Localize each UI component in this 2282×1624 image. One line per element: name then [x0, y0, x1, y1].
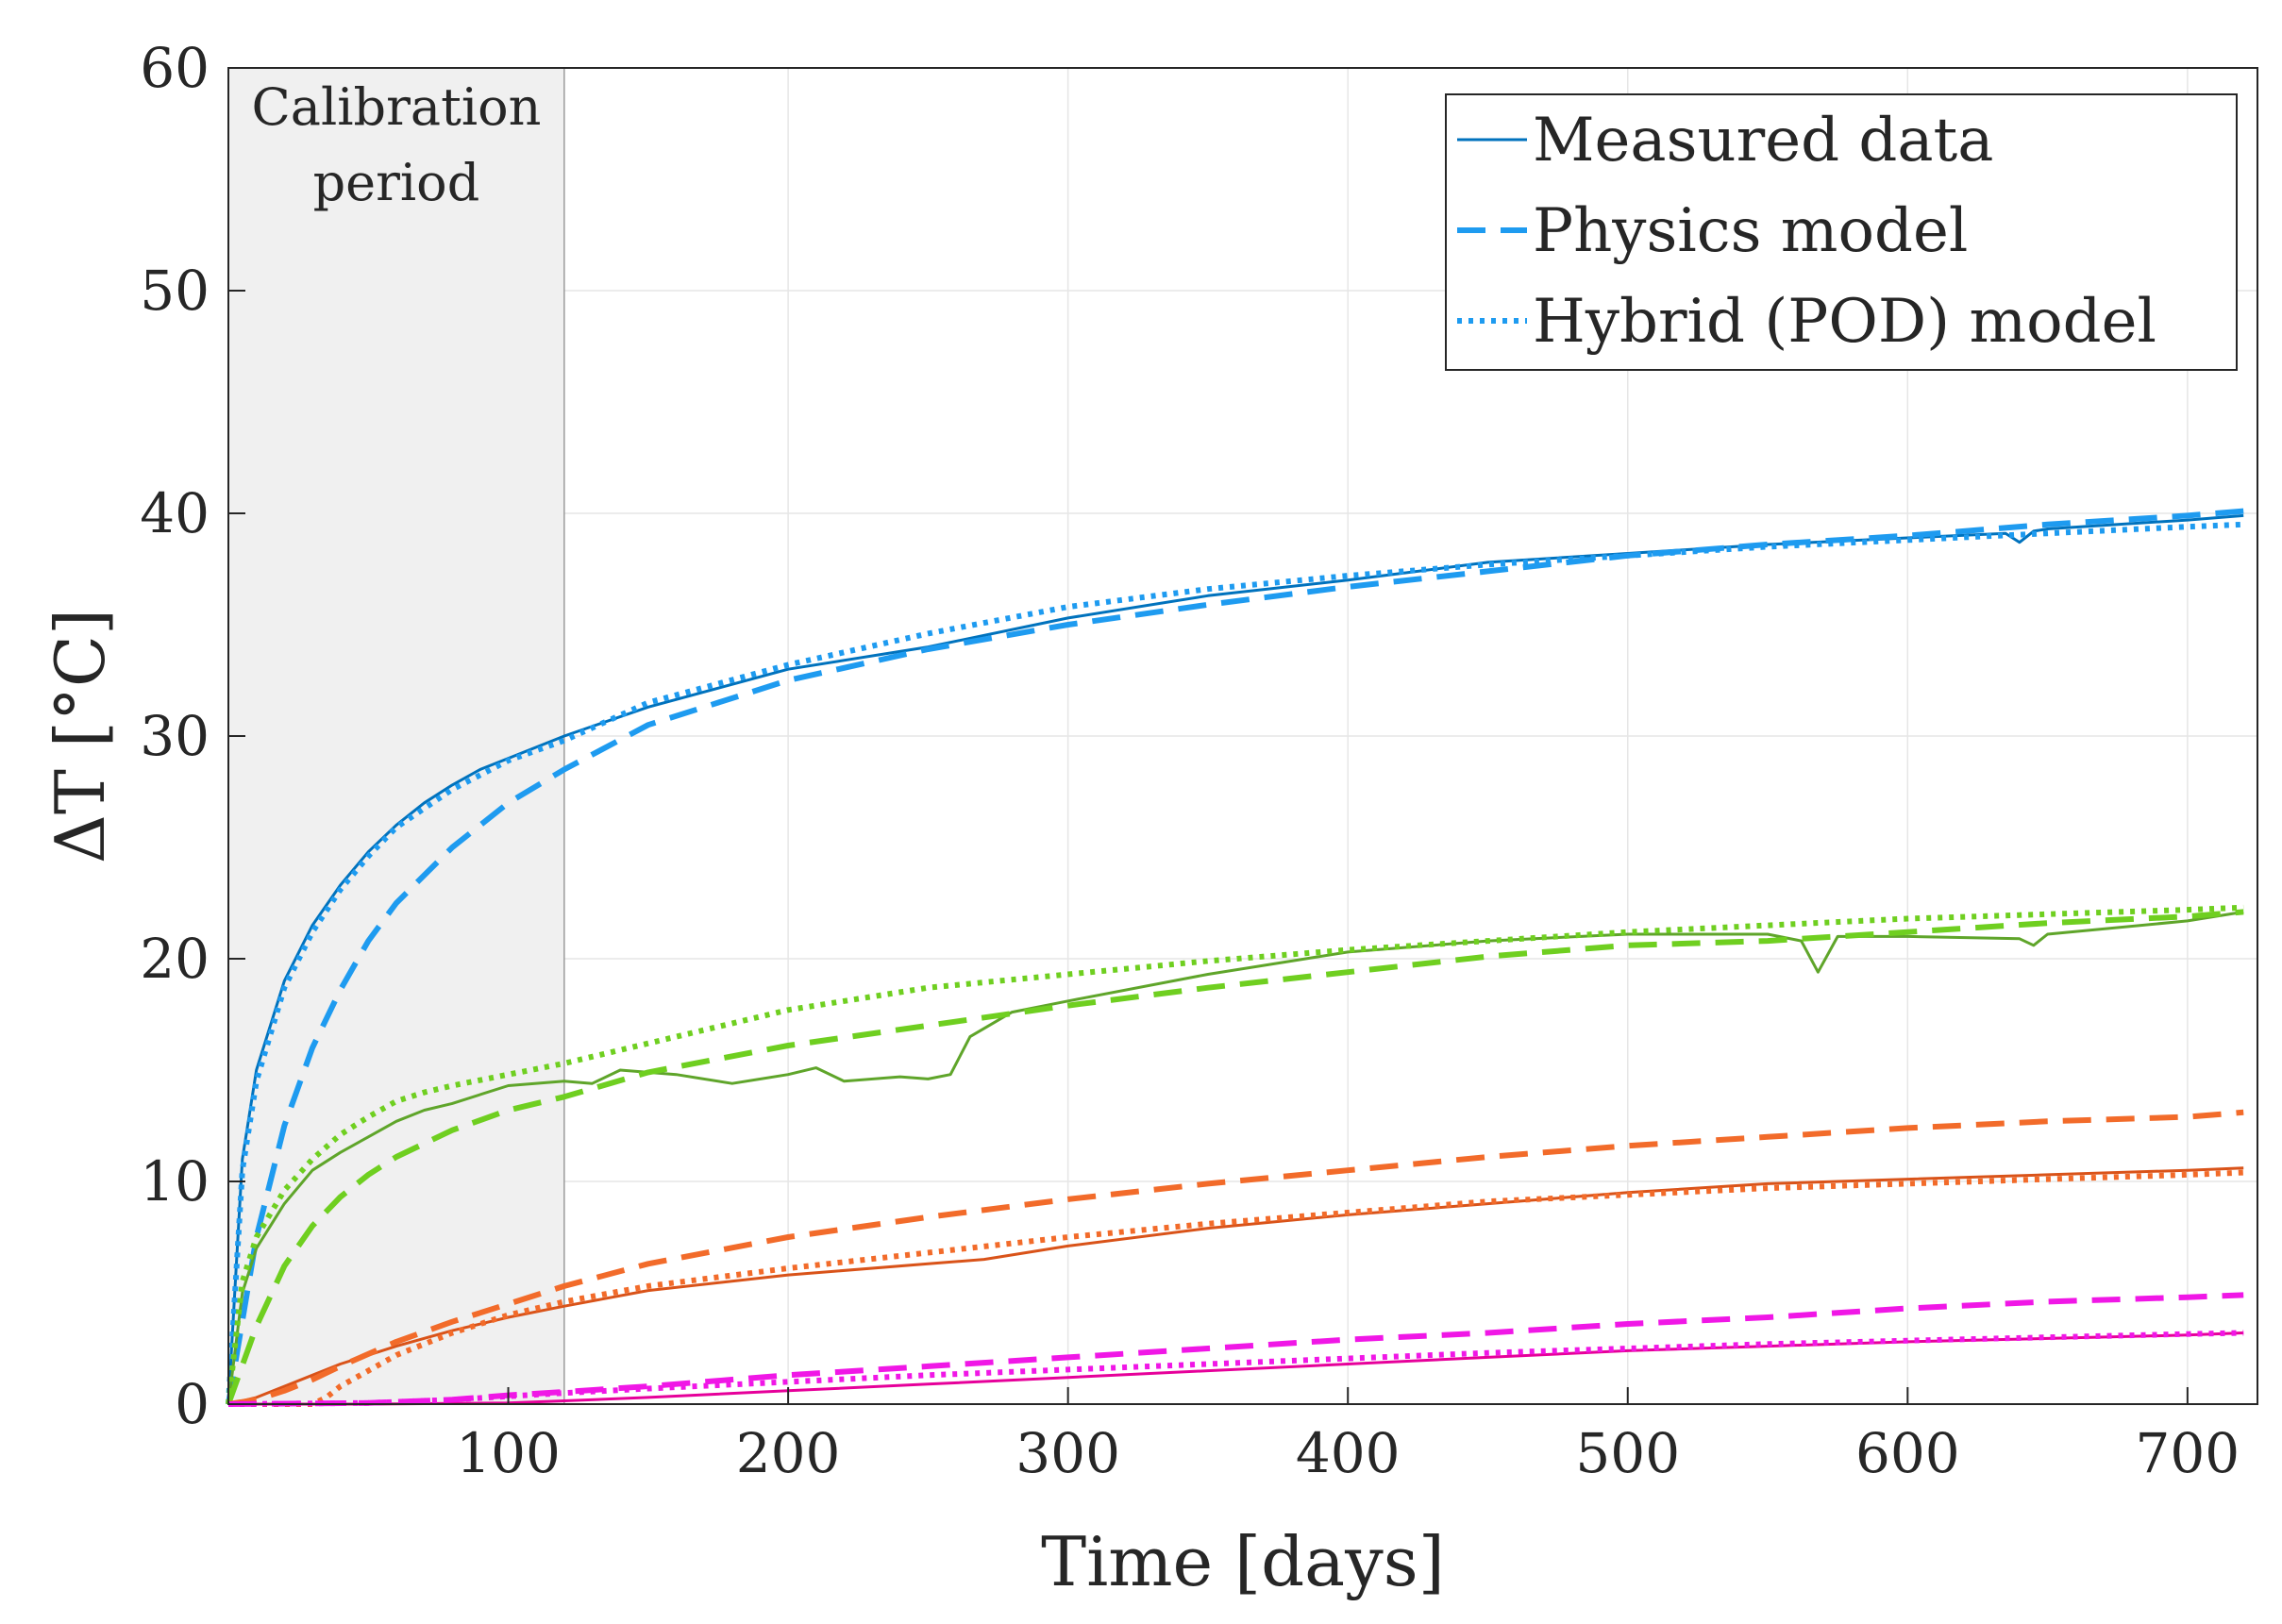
- series-group: [226, 508, 2244, 1407]
- axis-ticks: 100 200 300 400 500 600 700 0 10 20 30 40 50 60: [140, 36, 2240, 1485]
- legend-box: [1445, 93, 2238, 371]
- x-tick-label: 200: [736, 1421, 841, 1485]
- series-line-physics-model-green: [226, 909, 2244, 1406]
- x-axis-title: Time [days]: [1041, 1522, 1445, 1601]
- x-tick-label: 600: [1855, 1421, 1960, 1485]
- legend-label-measured: Measured data: [1533, 106, 1993, 176]
- series-line-physics-model-orange: [227, 1109, 2244, 1407]
- series-line-physics-model-magenta: [227, 1292, 2244, 1407]
- calibration-region: [227, 67, 565, 1405]
- series-line-measured-data-magenta: [228, 1331, 2244, 1406]
- y-tick-label: 20: [140, 927, 210, 991]
- legend: Measured data Physics model Hybrid (POD)…: [1445, 93, 2238, 371]
- series-line-physics-model-blue: [226, 508, 2244, 1405]
- legend-label-hybrid: Hybrid (POD) model: [1533, 287, 2156, 357]
- y-tick-label: 60: [140, 36, 210, 100]
- y-tick-label: 0: [175, 1372, 210, 1436]
- calibration-label-line1: Calibration: [251, 77, 541, 137]
- calibration-label-line2: period: [313, 153, 480, 212]
- x-tick-label: 500: [1575, 1421, 1680, 1485]
- series-line-hybrid-pod-model-magenta: [227, 1330, 2244, 1407]
- x-tick-label: 400: [1296, 1421, 1401, 1485]
- y-axis-title: ΔT [°C]: [41, 609, 120, 863]
- x-tick-label: 100: [456, 1421, 561, 1485]
- y-tick-label: 10: [140, 1149, 210, 1214]
- legend-label-physics: Physics model: [1533, 196, 1968, 266]
- y-tick-label: 30: [140, 704, 210, 768]
- series-line-measured-data-green: [227, 910, 2244, 1405]
- x-tick-label: 300: [1015, 1421, 1120, 1485]
- series-line-hybrid-pod-model-green: [226, 904, 2244, 1405]
- x-tick-label: 700: [2136, 1421, 2240, 1485]
- y-tick-label: 50: [140, 259, 210, 323]
- y-tick-label: 40: [140, 481, 210, 545]
